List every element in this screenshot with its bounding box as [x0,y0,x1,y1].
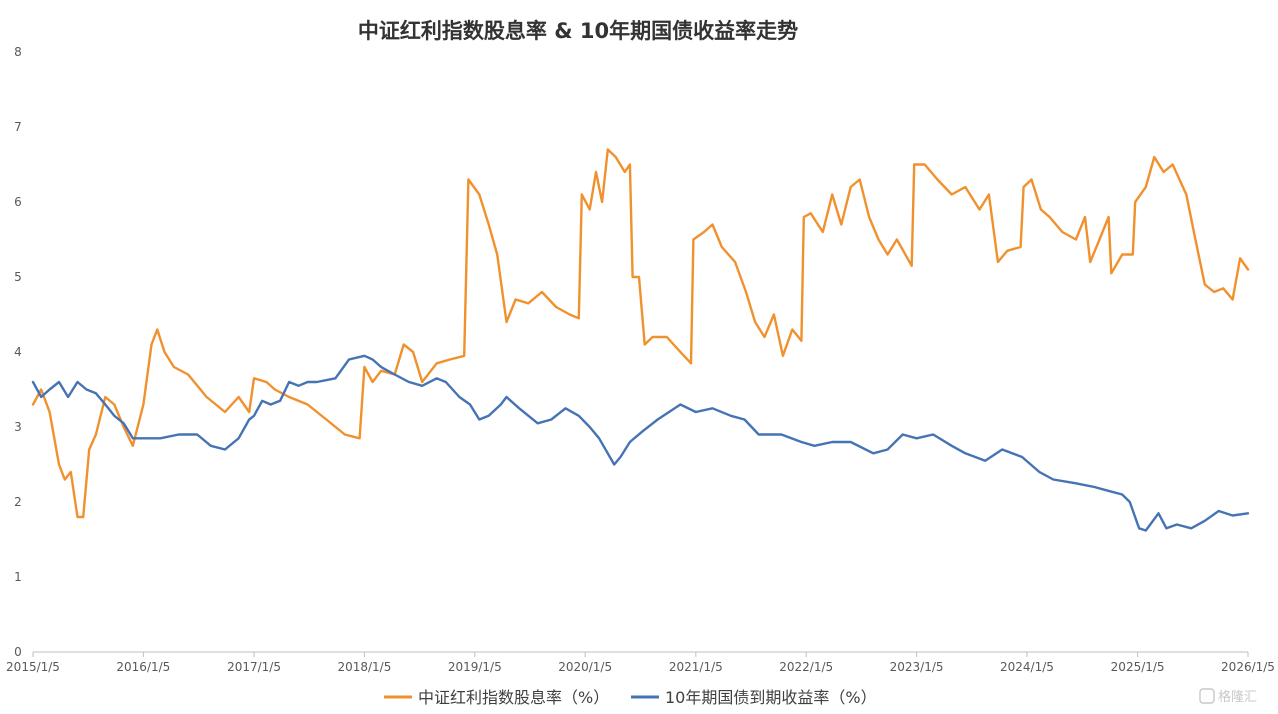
y-tick-label: 8 [14,45,22,59]
x-axis: 2015/1/5 2016/1/5 2017/1/5 2018/1/5 2019/1/5… [6,651,1275,674]
bond-yield-line [31,354,1250,532]
x-tick-label: 2025/1/5 [1111,660,1165,674]
y-tick-label: 7 [14,120,22,134]
legend[interactable]: 中证红利指数股息率（%） 10年期国债到期收益率（%） [384,688,877,707]
y-tick-label: 1 [14,570,22,584]
x-tick-label: 2023/1/5 [890,660,944,674]
watermark-text: 格隆汇 [1218,689,1257,705]
y-tick-label: 2 [14,495,22,509]
x-tick-label: 2026/1/5 [1221,660,1275,674]
dividend-yield-line [31,148,1250,519]
y-tick-label: 5 [14,270,22,284]
x-tick-label: 2024/1/5 [1000,660,1054,674]
chart-title: 中证红利指数股息率 & 10年期国债收益率走势 [358,19,798,43]
legend-label: 中证红利指数股息率（%） [418,688,609,707]
y-tick-label: 3 [14,420,22,434]
watermark-icon [1199,688,1215,704]
y-tick-label: 0 [14,645,22,659]
x-tick-label: 2017/1/5 [227,660,281,674]
x-tick-label: 2022/1/5 [779,660,833,674]
watermark: 格隆汇 [1199,688,1257,705]
x-tick-label: 2015/1/5 [6,660,60,674]
y-tick-label: 4 [14,345,22,359]
x-tick-label: 2018/1/5 [337,660,391,674]
x-tick-label: 2019/1/5 [448,660,502,674]
plot-series [31,148,1250,532]
x-tick-label: 2020/1/5 [558,660,612,674]
x-tick-label: 2021/1/5 [669,660,723,674]
legend-label: 10年期国债到期收益率（%） [665,688,877,707]
x-tick-label: 2016/1/5 [116,660,170,674]
y-axis: 0 1 2 3 4 5 6 7 8 [14,45,22,659]
y-tick-label: 6 [14,195,22,209]
